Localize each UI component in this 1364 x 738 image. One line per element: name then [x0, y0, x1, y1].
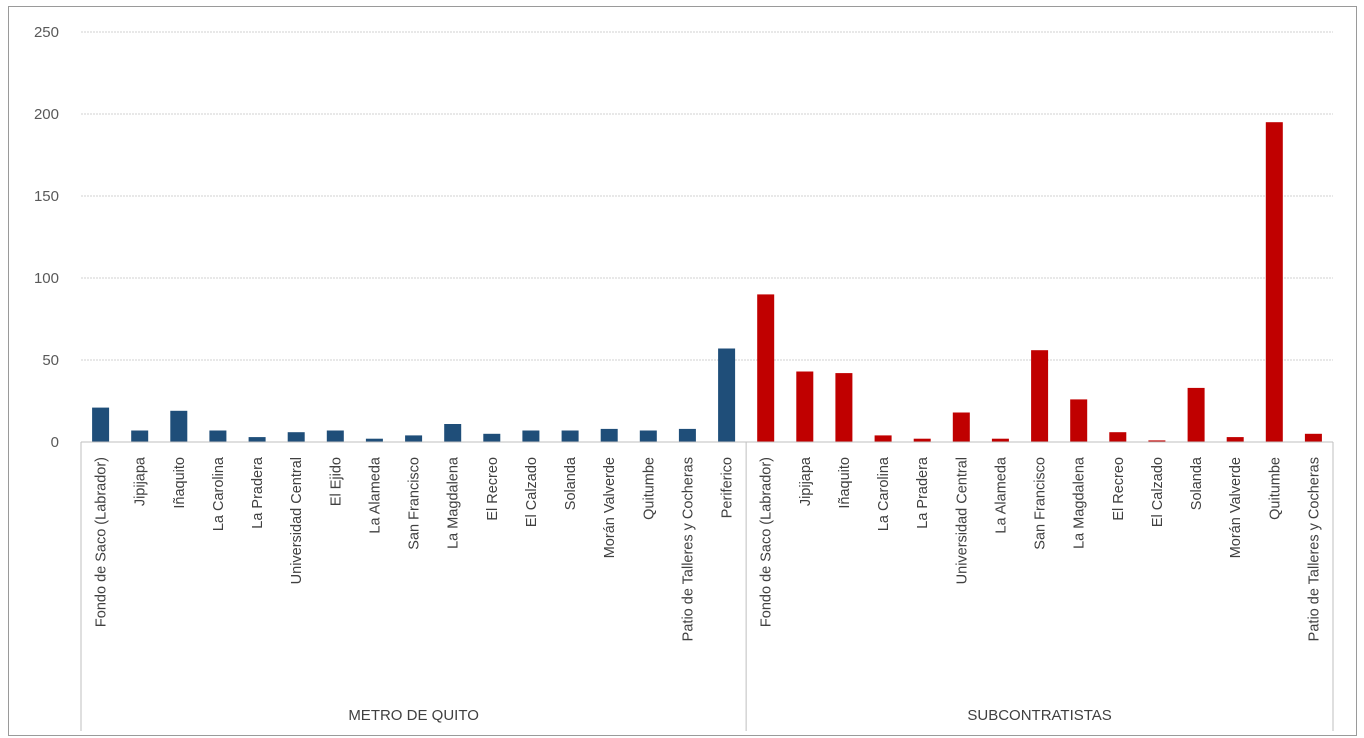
x-tick-label: Fondo de Saco (Labrador)	[759, 457, 775, 627]
bar	[483, 433, 501, 442]
bar	[1031, 350, 1049, 442]
bar	[287, 432, 305, 442]
x-tick-label: Jipijapa	[133, 456, 149, 506]
bar	[1148, 440, 1166, 442]
bar	[365, 438, 383, 442]
bar	[92, 407, 110, 442]
group-label: METRO DE QUITO	[348, 707, 479, 724]
group-labels: METRO DE QUITO SUBCONTRATISTAS	[348, 707, 1112, 724]
bar	[1109, 432, 1127, 442]
bar	[796, 371, 814, 442]
bar	[170, 410, 188, 442]
x-tick-label: Fondo de Saco (Labrador)	[94, 457, 110, 627]
chart-frame: 0 50 100 150 200 250 Fondo de Saco (Labrador)…	[8, 6, 1357, 736]
x-tick-label: Quitumbe	[641, 457, 657, 520]
x-tick-label: El Recreo	[1111, 457, 1127, 521]
bar	[991, 438, 1009, 442]
x-tick-label: La Pradera	[250, 456, 266, 529]
x-tick-label: La Alameda	[993, 456, 1009, 534]
bar	[561, 430, 579, 442]
x-tick-label: La Carolina	[211, 456, 227, 531]
bar	[248, 437, 266, 442]
x-tick-label: El Calzado	[1150, 457, 1166, 527]
bar	[874, 435, 892, 442]
bar	[952, 412, 970, 442]
x-tick-label: Morán Valverde	[1228, 457, 1244, 558]
x-axis	[80, 441, 1334, 731]
bar	[678, 428, 696, 442]
bar	[326, 430, 344, 442]
bar-chart: 0 50 100 150 200 250 Fondo de Saco (Labrador)…	[34, 24, 1334, 731]
bar	[444, 424, 462, 442]
x-tick-label: La Carolina	[876, 456, 892, 531]
x-tick-label: El Recreo	[485, 457, 501, 521]
bar	[405, 435, 423, 442]
bars	[92, 122, 1322, 442]
bar	[522, 430, 540, 442]
x-tick-label: Iñaquito	[837, 457, 853, 509]
x-tick-label: San Francisco	[1033, 457, 1049, 550]
x-tick-label: Universidad Central	[289, 457, 305, 584]
x-tick-label: La Magdalena	[1072, 456, 1088, 549]
bar	[131, 430, 149, 442]
x-tick-label: Quitumbe	[1267, 457, 1283, 520]
x-tick-label: La Alameda	[367, 456, 383, 534]
x-tick-label: El Calzado	[524, 457, 540, 527]
bar	[1304, 433, 1322, 442]
bar	[757, 294, 775, 442]
x-tick-label: La Pradera	[915, 456, 931, 529]
x-tick-label: El Ejido	[328, 457, 344, 506]
x-tick-label: Jipijapa	[798, 456, 814, 506]
x-tick-label: San Francisco	[407, 457, 423, 550]
x-tick-label: Iñaquito	[172, 457, 188, 509]
bar	[1265, 122, 1283, 442]
x-tick-label: Solanda	[1189, 456, 1205, 510]
x-tick-label: Patio de Talleres y Cocheras	[1306, 457, 1322, 641]
x-tick-label: Periferico	[720, 457, 736, 518]
x-tick-label: Morán Valverde	[602, 457, 618, 558]
y-axis-ticks: 0 50 100 150 200 250	[34, 24, 59, 451]
x-tick-label: La Magdalena	[446, 456, 462, 549]
y-tick-label: 200	[34, 106, 59, 123]
bar	[718, 348, 736, 442]
bar	[835, 373, 853, 442]
y-tick-label: 100	[34, 270, 59, 287]
gridlines	[81, 31, 1333, 361]
bar	[1226, 437, 1244, 442]
y-tick-label: 0	[51, 434, 59, 451]
y-tick-label: 250	[34, 24, 59, 41]
bar	[600, 428, 618, 442]
x-tick-label: Solanda	[563, 456, 579, 510]
bar	[639, 430, 657, 442]
y-tick-label: 150	[34, 188, 59, 205]
x-tick-label: Patio de Talleres y Cocheras	[680, 457, 696, 641]
bar	[913, 438, 931, 442]
bar	[1187, 387, 1205, 442]
bar	[1070, 399, 1088, 442]
bar	[209, 430, 227, 442]
y-tick-label: 50	[42, 352, 59, 369]
x-tick-label: Universidad Central	[954, 457, 970, 584]
group-label: SUBCONTRATISTAS	[967, 707, 1111, 724]
category-labels: Fondo de Saco (Labrador) Jipijapa Iñaquito…	[94, 456, 1323, 641]
